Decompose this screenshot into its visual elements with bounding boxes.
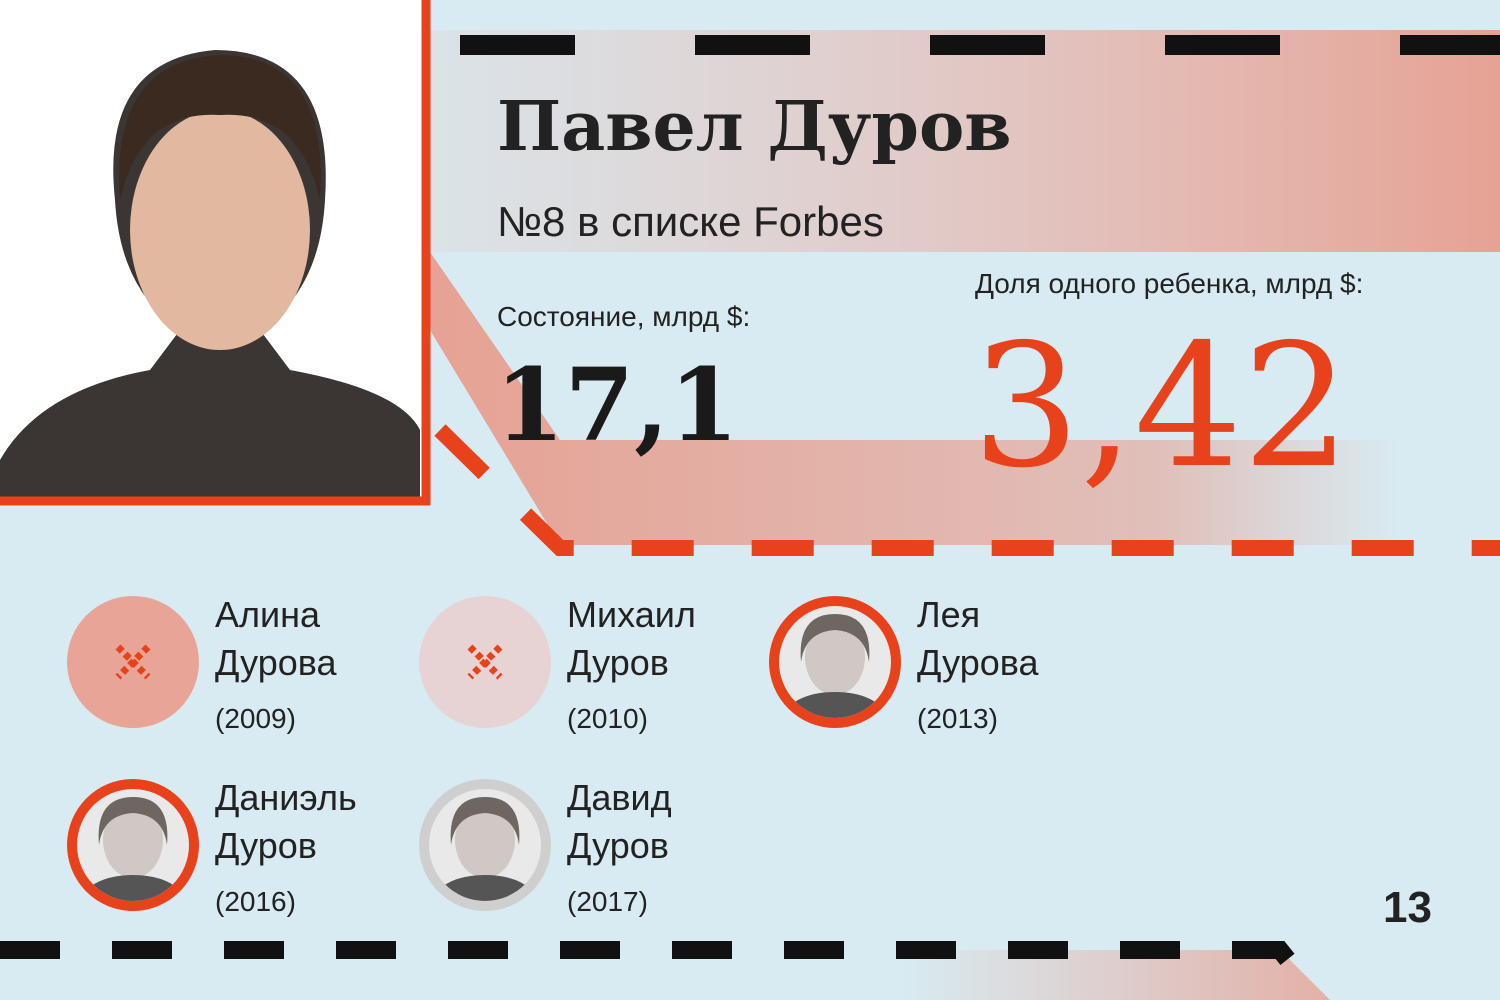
child-year: (2017) bbox=[567, 886, 648, 917]
child-avatar bbox=[67, 779, 199, 911]
share-label: Доля одного ребенка, млрд $: bbox=[975, 268, 1363, 299]
child-avatar bbox=[67, 596, 199, 728]
child-year: (2009) bbox=[215, 703, 296, 734]
placeholder-icon bbox=[467, 644, 503, 680]
child-last-name: Дуров bbox=[215, 825, 317, 866]
page-number: 13 bbox=[1383, 883, 1432, 932]
child-first-name: Давид bbox=[567, 777, 672, 818]
photo-face bbox=[103, 802, 163, 878]
wealth-label: Состояние, млрд $: bbox=[497, 301, 750, 332]
dashed-line bbox=[434, 424, 1500, 556]
child-last-name: Дуров bbox=[567, 642, 669, 683]
child-last-name: Дуров bbox=[567, 825, 669, 866]
portrait bbox=[0, 0, 431, 506]
placeholder-icon bbox=[115, 644, 151, 680]
child-year: (2016) bbox=[215, 886, 296, 917]
child-first-name: Даниэль bbox=[215, 777, 357, 818]
photo-face bbox=[805, 619, 865, 695]
band-bottom bbox=[900, 950, 1330, 1000]
photo-face bbox=[455, 802, 515, 878]
name: Павел Дуров bbox=[497, 87, 1012, 167]
child-first-name: Алина bbox=[215, 594, 321, 635]
avatar-photo bbox=[429, 789, 541, 901]
avatar-photo bbox=[779, 606, 891, 718]
photo-hair bbox=[800, 614, 870, 662]
dashed-line bbox=[0, 941, 1308, 981]
child-avatar bbox=[769, 596, 901, 728]
child-last-name: Дурова bbox=[215, 642, 338, 683]
child-last-name: Дурова bbox=[917, 642, 1040, 683]
wealth-value: 17,1 bbox=[495, 346, 739, 464]
child-first-name: Михаил bbox=[567, 594, 696, 635]
avatar-photo bbox=[77, 789, 189, 901]
photo-hair bbox=[98, 797, 168, 845]
band-top bbox=[430, 30, 1500, 252]
band-diagonal bbox=[430, 252, 1400, 545]
child-avatar bbox=[419, 779, 551, 911]
subtitle: №8 в списке Forbes bbox=[497, 198, 884, 245]
photo-hair bbox=[450, 797, 520, 845]
child-avatar bbox=[419, 596, 551, 728]
share-value: 3,42 bbox=[972, 308, 1351, 506]
child-year: (2013) bbox=[917, 703, 998, 734]
child-first-name: Лея bbox=[917, 594, 980, 635]
child-year: (2010) bbox=[567, 703, 648, 734]
